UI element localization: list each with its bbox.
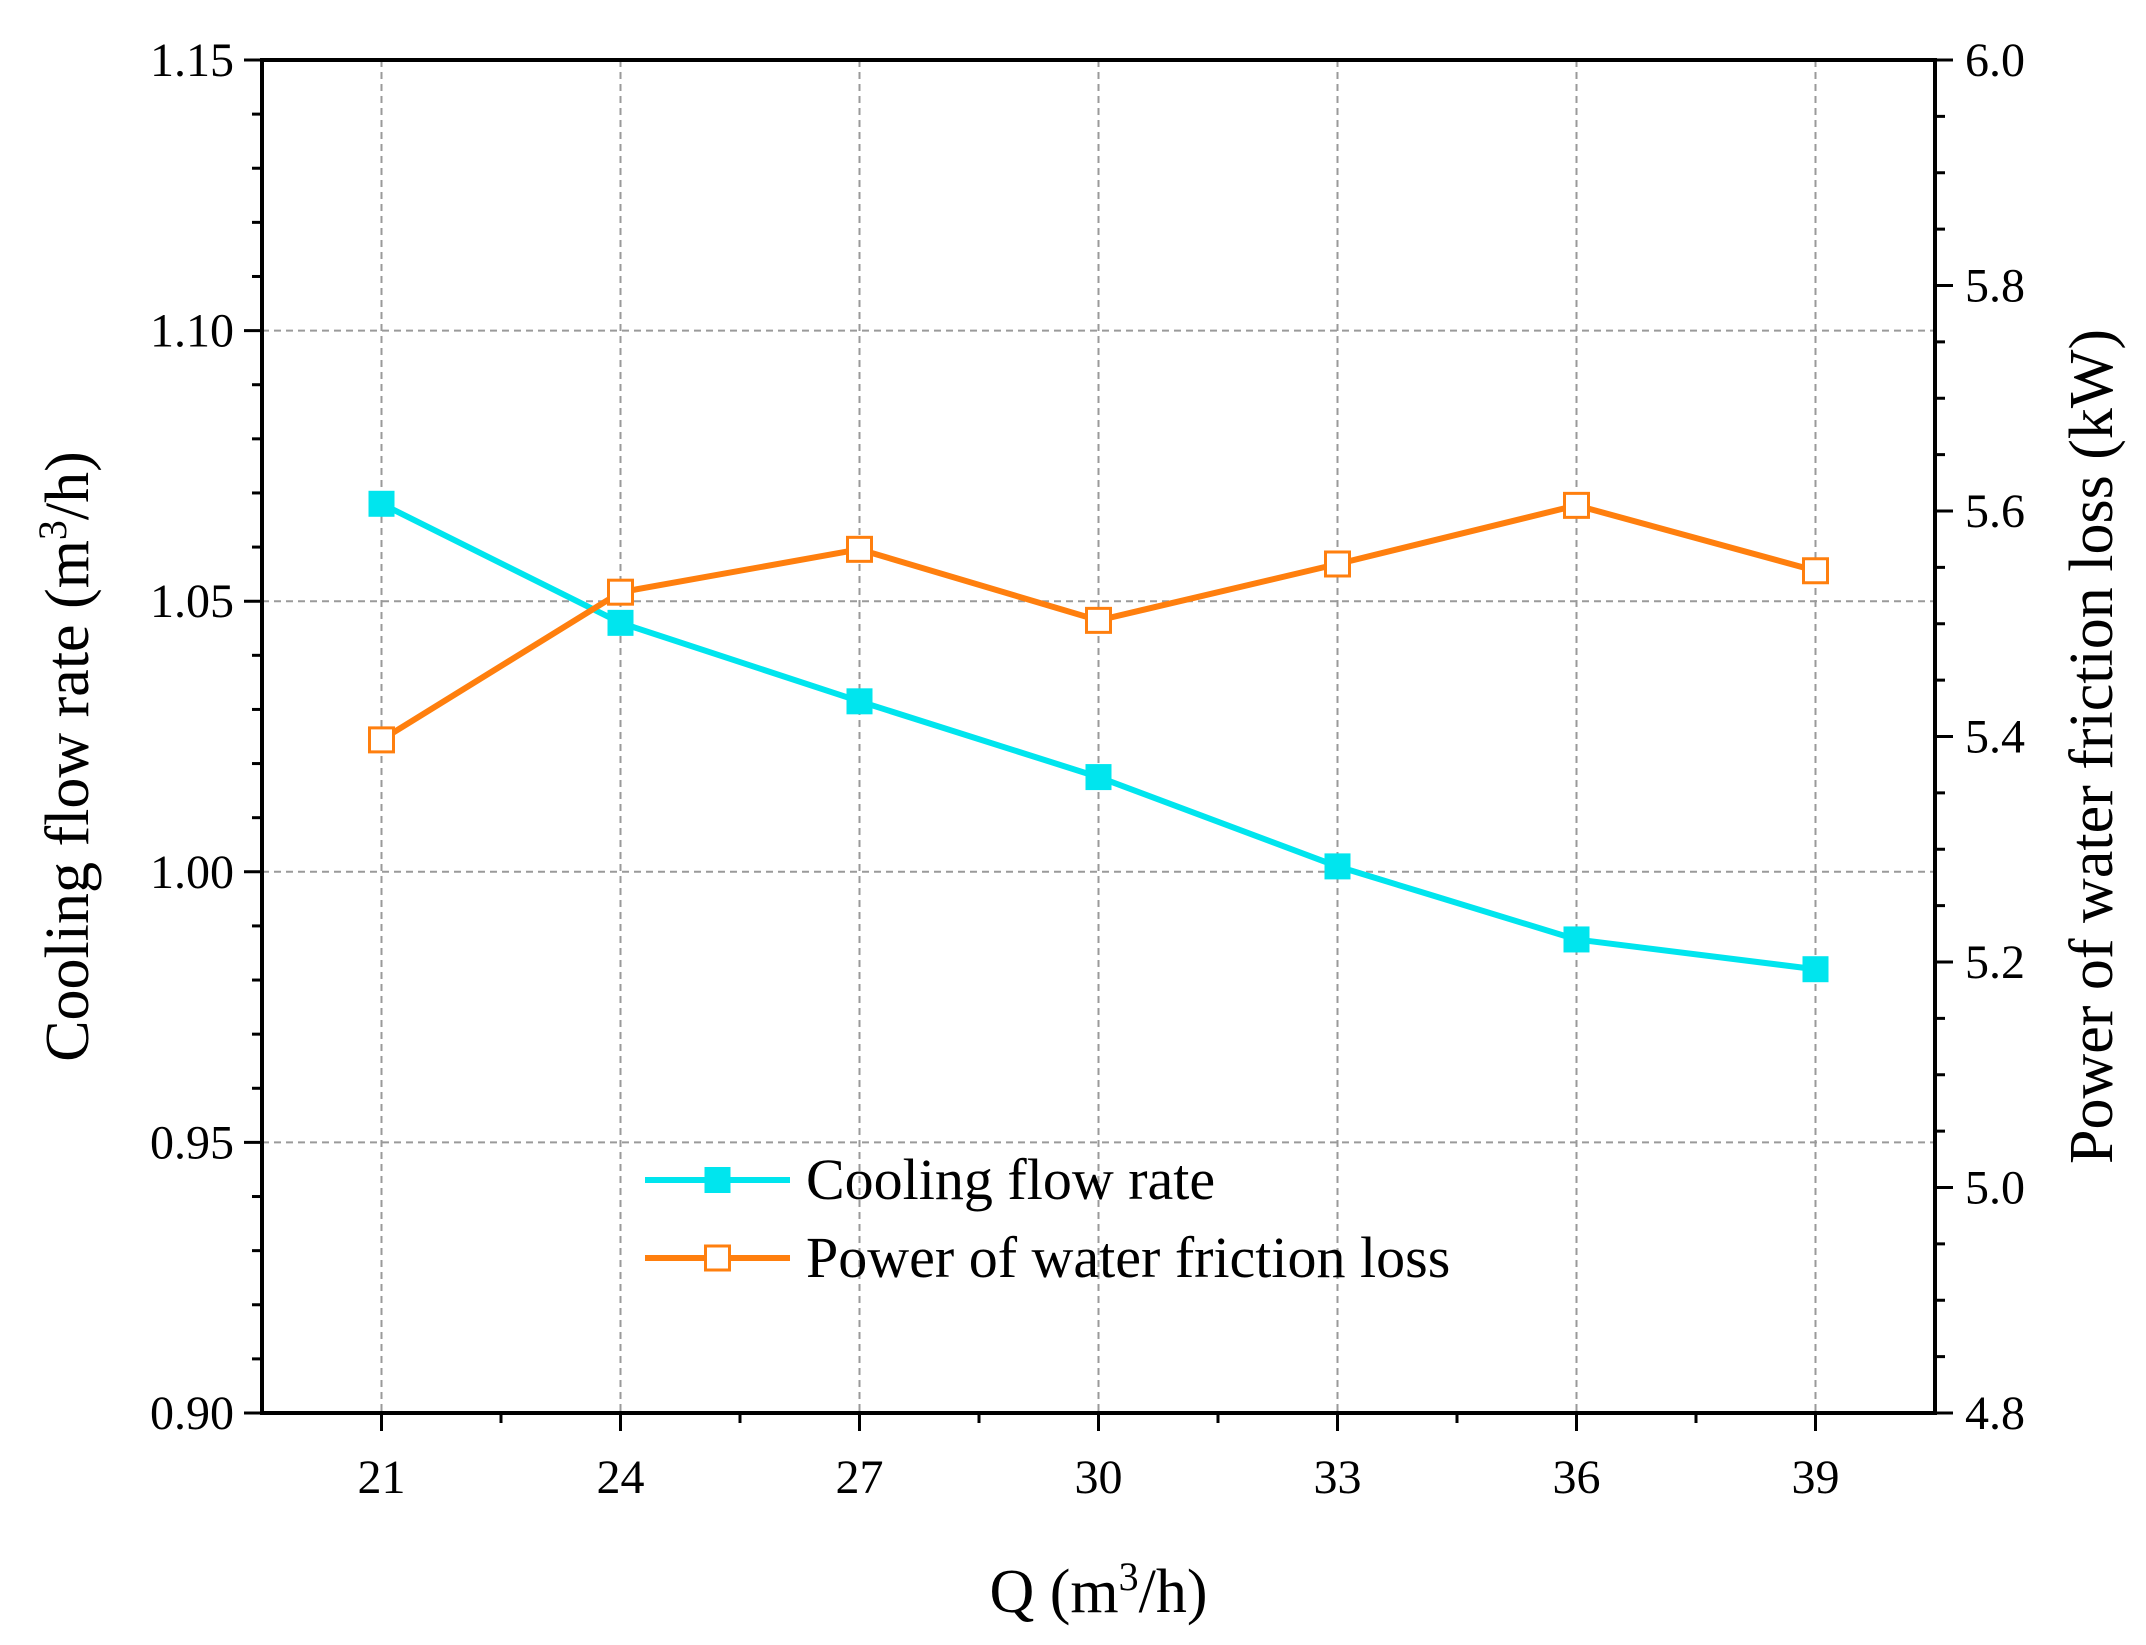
x-tick-label: 33 — [1314, 1451, 1362, 1504]
right-tick-label: 5.4 — [1965, 711, 2025, 764]
power-point — [1802, 557, 1829, 585]
right-tick-label: 4.8 — [1965, 1387, 2025, 1440]
cooling-point — [607, 609, 634, 636]
cooling-point — [1085, 764, 1112, 791]
x-tick-label: 36 — [1553, 1451, 1601, 1504]
power-point — [607, 578, 634, 606]
left-tick-label: 1.00 — [150, 846, 234, 899]
left-tick-label: 0.95 — [150, 1116, 234, 1169]
legend: Cooling flow rate Power of water frictio… — [645, 1147, 1450, 1290]
power-point — [846, 535, 873, 563]
cooling-point — [1563, 926, 1590, 953]
right-tick-label: 6.0 — [1965, 34, 2025, 87]
right-tick-label: 5.6 — [1965, 485, 2025, 538]
left-tick-label: 0.90 — [150, 1387, 234, 1440]
left-y-axis-title: Cooling flow rate (m3/h) — [30, 451, 103, 1062]
x-tick-label: 39 — [1792, 1451, 1840, 1504]
cooling-point — [1802, 956, 1829, 983]
power-point — [368, 726, 395, 754]
right-tick-label: 5.8 — [1965, 260, 2025, 313]
right-tick-label: 5.2 — [1965, 936, 2025, 989]
right-y-axis-title: Power of water friction loss (kW) — [2058, 329, 2126, 1164]
power-point — [1324, 550, 1351, 578]
legend-marker-cooling — [704, 1167, 731, 1193]
left-tick-label: 1.05 — [150, 575, 234, 628]
legend-marker-power — [704, 1244, 731, 1272]
x-tick-label: 21 — [358, 1451, 406, 1504]
axis-ticks: 21 24 27 30 33 36 39 0.90 0.95 1.00 1.05 1.10 1.15 4.… — [150, 34, 2025, 1504]
power-point — [1563, 491, 1590, 519]
x-tick-label: 30 — [1075, 1451, 1123, 1504]
power-point — [1085, 606, 1112, 634]
cooling-point — [1324, 853, 1351, 880]
x-axis-title: Q (m3/h) — [989, 1554, 1207, 1627]
cooling-point — [368, 490, 395, 517]
grid-lines — [262, 60, 1935, 1413]
legend-label-power: Power of water friction loss — [806, 1225, 1450, 1290]
right-tick-label: 5.0 — [1965, 1162, 2025, 1215]
legend-label-cooling: Cooling flow rate — [806, 1147, 1215, 1212]
series-layer — [368, 490, 1829, 983]
x-tick-label: 27 — [836, 1451, 884, 1504]
left-tick-label: 1.15 — [150, 34, 234, 87]
left-tick-label: 1.10 — [150, 305, 234, 358]
cooling-point — [846, 688, 873, 715]
x-tick-label: 24 — [597, 1451, 645, 1504]
